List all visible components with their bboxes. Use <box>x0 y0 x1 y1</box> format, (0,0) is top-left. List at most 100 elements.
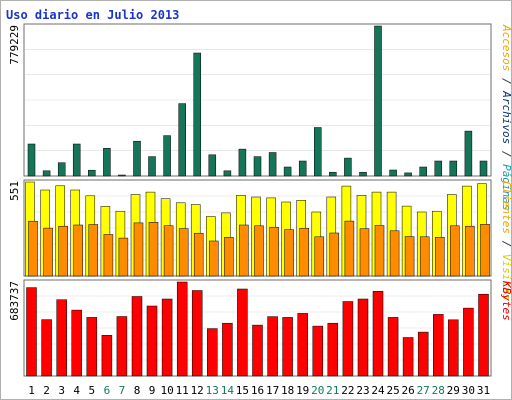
bar-kbytes-day-20 <box>312 325 324 377</box>
bar-clientes-day-18 <box>284 229 294 277</box>
bar-archivos-day-15 <box>238 148 247 177</box>
bar-archivos-day-27 <box>419 166 427 177</box>
x-tick-label: 9 <box>149 384 156 397</box>
y-axis-max-label: 551 <box>8 181 21 201</box>
x-tick-label: 19 <box>296 384 309 397</box>
bar-kbytes-day-8 <box>131 296 143 377</box>
x-tick-label: 30 <box>462 384 475 397</box>
series-legend-label: KBytes <box>500 280 512 321</box>
bar-archivos-day-29 <box>449 160 458 177</box>
bar-kbytes-day-13 <box>207 328 218 377</box>
x-tick-label: 20 <box>311 384 324 397</box>
x-tick-label: 25 <box>386 384 399 397</box>
bar-kbytes-day-22 <box>342 301 354 377</box>
bar-clientes-day-5 <box>88 224 99 277</box>
bar-archivos-day-6 <box>103 148 111 177</box>
bar-archivos-day-30 <box>464 130 473 177</box>
bar-clientes-day-7 <box>118 237 129 277</box>
chart-title: Uso diario en Julio 2013 <box>6 8 179 22</box>
bar-kbytes-day-1 <box>26 287 37 377</box>
bar-kbytes-day-25 <box>387 317 399 377</box>
x-tick-label: 17 <box>266 384 279 397</box>
bar-archivos-day-12 <box>193 52 201 177</box>
bar-archivos-day-20 <box>314 127 322 177</box>
bar-clientes-day-30 <box>465 225 475 277</box>
x-tick-label: 27 <box>417 384 430 397</box>
bar-archivos-day-18 <box>283 166 292 177</box>
bar-archivos-day-28 <box>434 160 443 177</box>
x-tick-label: 10 <box>160 384 173 397</box>
bar-clientes-day-28 <box>435 237 445 277</box>
bar-kbytes-day-28 <box>433 314 444 377</box>
bar-clientes-day-10 <box>163 225 174 277</box>
bar-clientes-day-3 <box>58 225 68 277</box>
x-tick-label: 4 <box>73 384 80 397</box>
x-tick-label: 31 <box>477 384 490 397</box>
bar-clientes-day-11 <box>178 228 189 277</box>
bar-kbytes-day-18 <box>282 317 293 377</box>
bar-archivos-day-23 <box>359 171 367 177</box>
bar-archivos-day-8 <box>133 140 141 177</box>
x-tick-label: 2 <box>43 384 50 397</box>
bar-archivos-day-16 <box>253 156 262 177</box>
bar-clientes-day-27 <box>419 236 430 277</box>
x-tick-label: 3 <box>58 384 65 397</box>
bar-clientes-day-20 <box>314 236 325 277</box>
x-tick-label: 11 <box>176 384 189 397</box>
y-axis-max-label: 683737 <box>8 281 21 321</box>
x-tick-label: 14 <box>221 384 235 397</box>
bar-archivos-day-2 <box>42 170 51 177</box>
bar-clientes-day-17 <box>269 226 279 277</box>
bar-clientes-day-19 <box>299 227 309 277</box>
bar-kbytes-day-6 <box>101 335 113 377</box>
bar-archivos-day-25 <box>389 169 397 177</box>
bar-kbytes-day-26 <box>402 337 414 377</box>
x-tick-label: 7 <box>119 384 126 397</box>
bar-kbytes-day-10 <box>161 298 173 377</box>
bar-archivos-day-31 <box>479 160 488 177</box>
bar-archivos-day-26 <box>404 172 412 177</box>
bar-kbytes-day-17 <box>267 316 278 377</box>
x-tick-label: 15 <box>236 384 249 397</box>
bar-kbytes-day-4 <box>71 309 82 377</box>
bar-kbytes-day-15 <box>237 288 248 377</box>
x-tick-label: 5 <box>88 384 95 397</box>
bar-archivos-day-22 <box>344 157 352 177</box>
bar-kbytes-day-14 <box>222 322 233 377</box>
chart-panels: 779229 Accesos / Archivos / Páginas 551 Cli… <box>8 23 512 377</box>
bar-archivos-day-13 <box>208 154 217 177</box>
x-tick-label: 24 <box>371 384 385 397</box>
panel-kbytes: 683737 KBytes <box>8 279 512 377</box>
bar-clientes-day-26 <box>404 236 415 277</box>
bar-kbytes-day-21 <box>327 322 339 377</box>
bar-kbytes-day-31 <box>478 293 489 377</box>
bar-archivos-day-14 <box>223 170 232 177</box>
bar-clientes-day-14 <box>224 237 234 277</box>
bar-kbytes-day-9 <box>146 305 158 377</box>
day-axis: 1 2 3 4 5 6 7 8 9 10 11 12 13 14 15 16 17 18 19 20 21 22 23 24 2… <box>28 384 490 397</box>
x-tick-label: 28 <box>432 384 445 397</box>
bar-archivos-day-7 <box>118 174 126 177</box>
x-tick-label: 22 <box>341 384 354 397</box>
x-tick-label: 23 <box>356 384 369 397</box>
bar-clientes-day-24 <box>374 225 385 277</box>
bar-clientes-day-4 <box>73 224 83 277</box>
bar-kbytes-day-2 <box>41 319 52 377</box>
bar-archivos-day-17 <box>268 152 277 177</box>
bar-archivos-day-11 <box>178 103 186 177</box>
bar-archivos-day-24 <box>374 25 382 177</box>
panel-archivos-paginas: 779229 Accesos / Archivos / Páginas <box>8 23 512 210</box>
bar-clientes-day-25 <box>389 230 400 277</box>
bar-kbytes-day-11 <box>176 281 188 377</box>
bar-archivos-day-3 <box>57 162 66 177</box>
bar-clientes-day-13 <box>209 240 219 277</box>
bar-clientes-day-29 <box>450 225 460 277</box>
bar-archivos-day-10 <box>163 135 171 177</box>
bar-clientes-day-15 <box>239 224 249 277</box>
bar-kbytes-day-23 <box>357 298 369 377</box>
bar-archivos-day-9 <box>148 156 156 177</box>
bar-kbytes-day-24 <box>372 291 384 377</box>
bar-kbytes-day-30 <box>463 307 474 377</box>
bar-kbytes-day-3 <box>56 299 67 377</box>
